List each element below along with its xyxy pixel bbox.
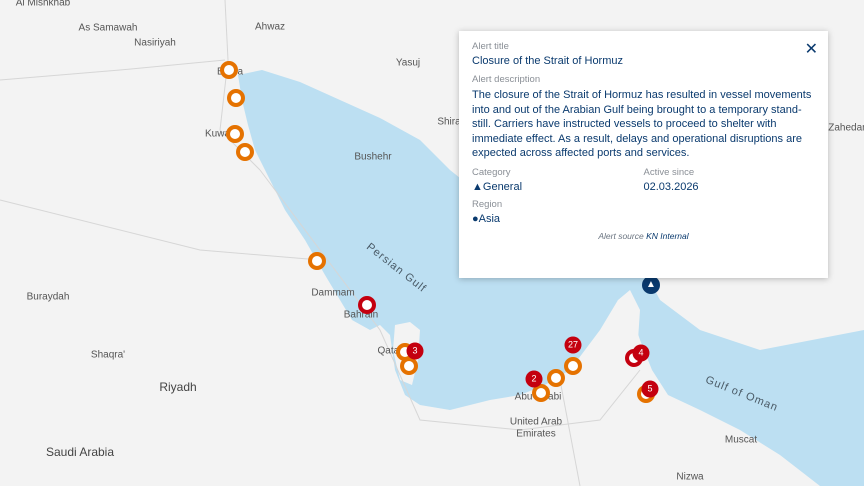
place-label: Dammam xyxy=(311,287,355,299)
country-label: Saudi Arabia xyxy=(45,445,115,459)
cluster-marker[interactable]: 3 xyxy=(406,342,424,360)
close-icon[interactable]: ✕ xyxy=(804,41,818,58)
map-pin-icon: ● xyxy=(472,212,479,225)
place-label: United Arab xyxy=(509,416,563,428)
place-label: Riyadh xyxy=(159,380,197,394)
port-marker[interactable] xyxy=(547,369,565,387)
place-label: Muscat xyxy=(724,434,758,446)
place-label: Shira xyxy=(437,116,461,128)
place-label: Qatar xyxy=(377,345,403,357)
place-label: Nasiriyah xyxy=(134,37,176,49)
place-label: Kuwait xyxy=(204,128,236,140)
region-label: Region xyxy=(472,198,503,210)
place-label: Buraydah xyxy=(26,291,70,303)
alert-title-label: Alert title xyxy=(472,41,509,52)
place-label: Zahedan xyxy=(828,122,864,134)
warning-icon: ▲ xyxy=(472,180,483,193)
place-label: Yasuj xyxy=(395,57,421,69)
persian-gulf-water xyxy=(238,70,864,486)
port-marker[interactable] xyxy=(220,61,238,79)
place-label: As Samawah xyxy=(78,22,138,34)
alert-source: Alert source KN Internal xyxy=(472,231,815,241)
place-label: Nizwa xyxy=(676,471,704,483)
place-label: Bahrain xyxy=(343,309,379,321)
cluster-marker[interactable]: 4 xyxy=(632,344,650,362)
cluster-marker[interactable]: 2 xyxy=(525,370,543,388)
active-since-value: 02.03.2026 xyxy=(643,180,699,193)
place-label: Ahwaz xyxy=(254,21,286,33)
alert-description-label: Alert description xyxy=(472,74,541,85)
alert-description: The closure of the Strait of Hormuz has … xyxy=(472,89,812,159)
alert-source-prefix: Alert source xyxy=(598,230,644,241)
alert-popup: ✕ Alert title Closure of the Strait of H… xyxy=(459,31,828,278)
place-label: Bushehr xyxy=(354,151,392,163)
port-marker[interactable] xyxy=(308,252,326,270)
port-marker[interactable] xyxy=(226,125,244,143)
place-label: Emirates xyxy=(516,428,556,440)
active-since-label: Active since xyxy=(643,166,695,178)
port-marker[interactable] xyxy=(532,384,550,402)
category-label: Category xyxy=(472,166,511,178)
alert-source-value: KN Internal xyxy=(646,230,689,241)
port-marker[interactable] xyxy=(400,357,418,375)
port-marker[interactable] xyxy=(227,89,245,107)
alert-title: Closure of the Strait of Hormuz xyxy=(472,55,624,67)
cluster-marker[interactable]: 27 xyxy=(564,336,582,354)
alert-port-marker[interactable] xyxy=(358,296,376,314)
alert-location-icon[interactable]: ▲ xyxy=(642,276,660,294)
region-value: Asia xyxy=(478,212,501,225)
port-marker[interactable] xyxy=(564,357,582,375)
category-value: General xyxy=(482,180,523,193)
port-marker[interactable] xyxy=(236,143,254,161)
place-label: Al Mishkhab xyxy=(15,0,71,9)
place-label: Shaqra' xyxy=(90,349,126,361)
cluster-marker[interactable]: 5 xyxy=(641,380,659,398)
